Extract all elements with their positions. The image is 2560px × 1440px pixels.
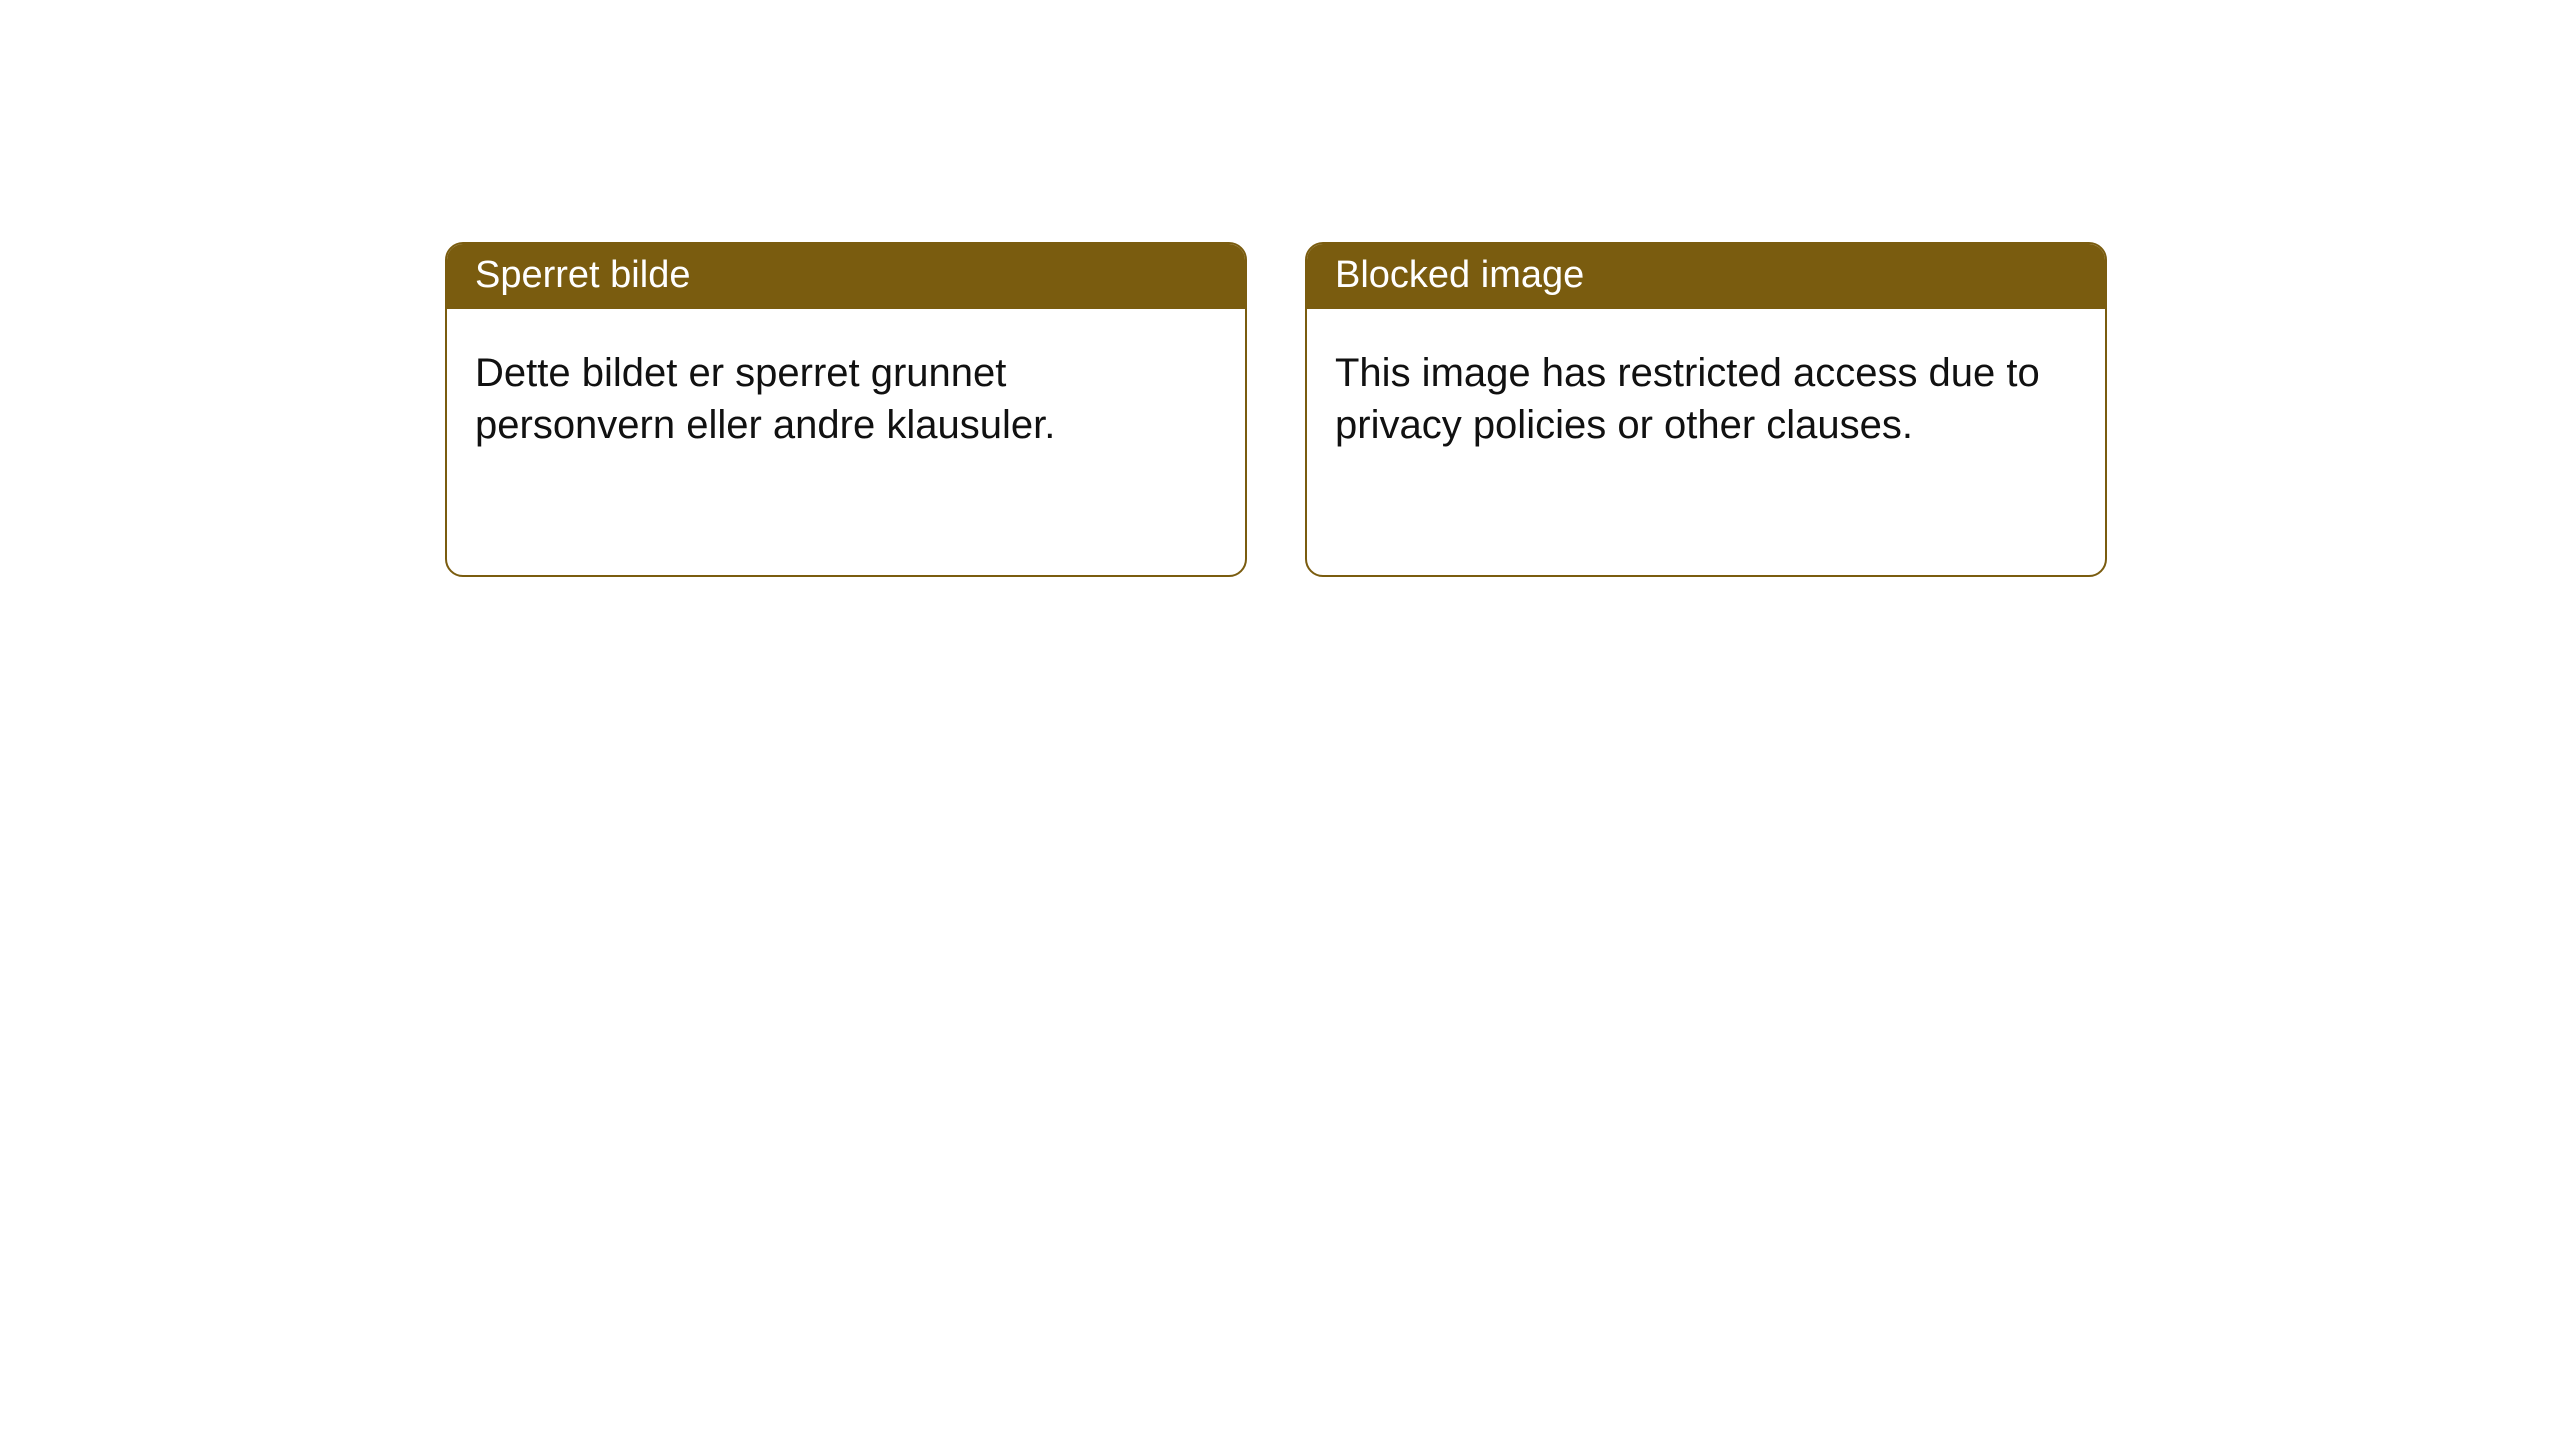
blocked-image-card-no: Sperret bilde Dette bildet er sperret gr… — [445, 242, 1247, 577]
card-body-no: Dette bildet er sperret grunnet personve… — [447, 309, 1245, 479]
card-header-no: Sperret bilde — [447, 244, 1245, 309]
blocked-image-card-en: Blocked image This image has restricted … — [1305, 242, 2107, 577]
card-body-en: This image has restricted access due to … — [1307, 309, 2105, 479]
notice-container: Sperret bilde Dette bildet er sperret gr… — [0, 0, 2560, 577]
card-header-en: Blocked image — [1307, 244, 2105, 309]
